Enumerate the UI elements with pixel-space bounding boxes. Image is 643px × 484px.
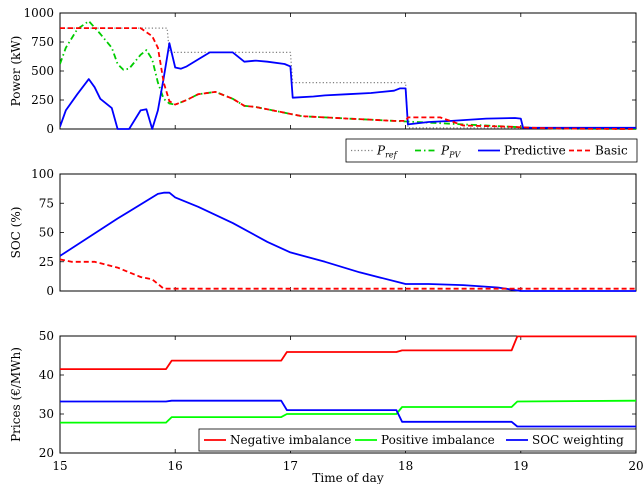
y-tick-label: 25 xyxy=(39,255,54,269)
y-tick-label: 100 xyxy=(31,167,54,181)
x-tick-label: 18 xyxy=(398,459,413,473)
y-tick-label: 0 xyxy=(46,122,54,136)
y-tick-label: 40 xyxy=(39,368,54,382)
x-axis-label: Time of day xyxy=(312,471,383,484)
y-axis-label: Power (kW) xyxy=(9,36,23,107)
y-axis-label: SOC (%) xyxy=(9,207,23,259)
legend-label: Basic xyxy=(595,144,628,158)
y-tick-label: 750 xyxy=(31,35,54,49)
series-lines xyxy=(60,335,636,428)
legend: Negative imbalance Positive imbalance SOC … xyxy=(198,428,637,452)
y-tick-label: 50 xyxy=(39,329,54,343)
y-tick-label: 500 xyxy=(31,64,54,78)
legend-label: PPV xyxy=(440,144,461,160)
y-tick-label: 20 xyxy=(39,446,54,460)
series-line-p-ref xyxy=(60,27,636,129)
y-axis-label: Prices (€/MWh) xyxy=(9,347,23,442)
legend: Pref PPV Predictive Basic xyxy=(345,138,638,163)
x-tick-label: 17 xyxy=(283,459,298,473)
series-line-positive-imbalance xyxy=(60,399,636,424)
series-line-soc-weighting xyxy=(60,399,636,428)
legend-label: Predictive xyxy=(504,144,566,158)
series-lines xyxy=(60,20,636,130)
series-lines xyxy=(60,191,636,292)
plot-frame xyxy=(59,335,637,454)
series-line-basic xyxy=(60,27,636,130)
y-tick-label: 30 xyxy=(39,407,54,421)
y-tick-label: 0 xyxy=(46,284,54,298)
legend-label: Pref xyxy=(376,144,399,160)
x-tick-label: 19 xyxy=(513,459,528,473)
x-tick-label: 20 xyxy=(628,459,643,473)
legend-label: Negative imbalance xyxy=(230,433,351,447)
y-tick-label: 250 xyxy=(31,93,54,107)
series-line-predictive xyxy=(60,191,636,292)
legend-label: Positive imbalance xyxy=(381,433,495,447)
chart-panel-2: 0 25 50 75 100 SOC (%) xyxy=(9,167,637,298)
y-tick-label: 50 xyxy=(39,226,54,240)
chart-panel-1: 0 250 500 750 1000 Power (kW) Pref PPV Predictiv… xyxy=(9,6,638,163)
legend-label: SOC weighting xyxy=(532,433,624,447)
series-line-predictive xyxy=(60,42,636,130)
plot-frame xyxy=(59,173,637,292)
chart-panel-3: 15 16 17 18 19 20 20 30 40 50 Prices (€/MWh) Time o… xyxy=(9,329,643,484)
y-tick-label: 1000 xyxy=(23,6,54,20)
series-line-p-pv xyxy=(60,20,636,130)
x-tick-label: 15 xyxy=(52,459,67,473)
legend-box xyxy=(198,428,637,452)
x-tick-label: 16 xyxy=(168,459,183,473)
series-line-basic xyxy=(60,258,636,290)
y-tick-label: 75 xyxy=(39,196,54,210)
series-line-negative-imbalance xyxy=(60,335,636,370)
